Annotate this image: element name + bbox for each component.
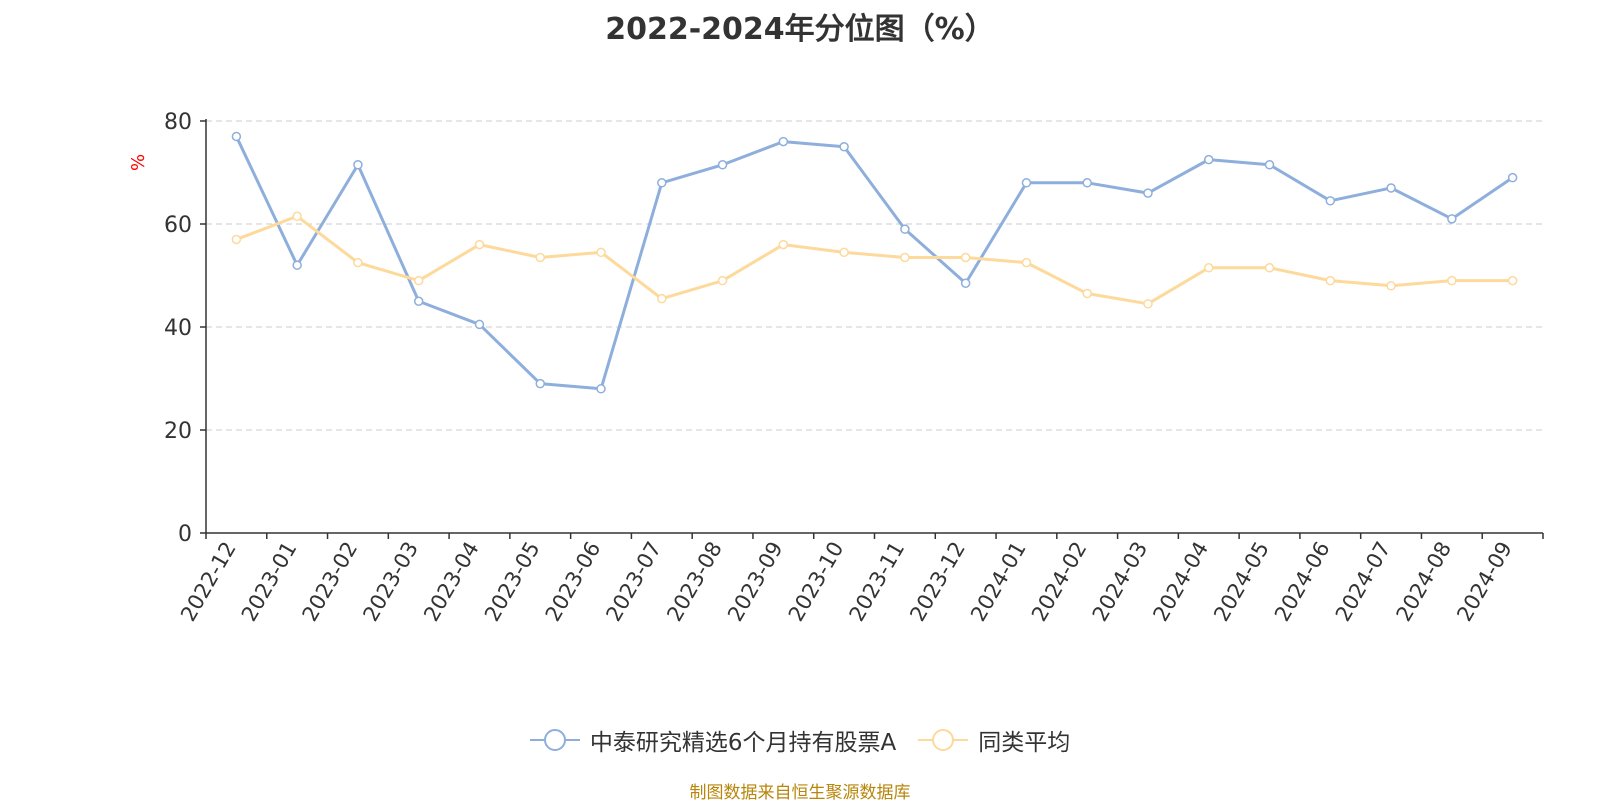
line-chart: 0204060802022-122023-012023-022023-03202… <box>164 110 1544 626</box>
x-tick-label: 2023-01 <box>237 538 302 626</box>
x-tick-label: 2024-08 <box>1392 538 1457 626</box>
series-0-point <box>717 160 728 170</box>
series-0-point <box>474 319 485 330</box>
x-tick-label: 2024-06 <box>1270 538 1335 626</box>
series-1-point <box>474 239 485 250</box>
series-1-point <box>717 275 728 286</box>
series-1-point <box>900 252 910 263</box>
y-tick-label: 80 <box>164 110 192 135</box>
x-tick-label: 2023-04 <box>419 538 484 626</box>
series-1-point <box>657 293 667 304</box>
series-0-point <box>596 384 606 394</box>
series-1-point <box>353 257 363 268</box>
series-1-point <box>1082 288 1092 299</box>
x-tick-label: 2024-05 <box>1209 538 1274 626</box>
series-0-point <box>1507 172 1518 183</box>
x-tick-label: 2023-08 <box>662 538 727 626</box>
y-tick-label: 20 <box>164 419 192 444</box>
x-tick-label: 2023-05 <box>480 538 545 626</box>
series-1-point <box>1204 263 1214 273</box>
series-0-point <box>1447 214 1457 224</box>
x-tick-label: 2022-12 <box>176 538 241 626</box>
series-1-point <box>1021 257 1032 268</box>
series-0-point <box>960 278 971 288</box>
legend-item-series-1[interactable]: 同类平均 <box>918 723 1070 757</box>
series-0-point <box>1204 154 1214 165</box>
x-tick-label: 2024-04 <box>1148 538 1213 626</box>
x-tick-label: 2024-03 <box>1088 538 1153 626</box>
series-1-point <box>596 247 606 258</box>
series-1-point <box>1447 275 1457 286</box>
series-1-point <box>960 252 971 263</box>
x-tick-label: 2023-06 <box>541 538 606 626</box>
legend-symbol-series-0 <box>529 729 580 751</box>
series-0-point <box>1021 178 1032 188</box>
legend-symbol-series-1 <box>918 729 969 751</box>
series-0-point <box>1143 188 1153 198</box>
x-tick-label: 2023-03 <box>358 538 423 626</box>
series-1-point <box>535 252 545 263</box>
chart-title: 2022-2024年分位图（%） <box>605 12 995 47</box>
x-tick-label: 2023-12 <box>905 538 970 626</box>
series-0-point <box>1325 196 1336 206</box>
x-tick-label: 2023-07 <box>601 538 666 626</box>
series-1-point <box>1386 281 1396 291</box>
y-tick-label: 0 <box>178 522 192 547</box>
series-0-point <box>657 178 667 188</box>
series-0-point <box>353 160 363 170</box>
series-1-point <box>839 247 849 258</box>
series-line-1 <box>235 214 1513 306</box>
series-1-point <box>1507 275 1518 286</box>
series-1-point <box>1143 299 1153 309</box>
y-tick-label: 60 <box>164 213 192 238</box>
series-0-point <box>292 260 302 270</box>
legend-item-series-0[interactable]: 中泰研究精选6个月持有股票A <box>529 723 897 757</box>
series-1-point <box>413 275 424 286</box>
series-0-point <box>839 142 849 152</box>
x-tick-label: 2023-11 <box>845 538 910 626</box>
legend-label-series-0: 中泰研究精选6个月持有股票A <box>589 730 897 756</box>
series-0-point <box>413 296 424 306</box>
series-0-point <box>1264 160 1275 170</box>
x-tick-label: 2024-02 <box>1027 538 1092 626</box>
series-0-point <box>535 378 545 389</box>
x-tick-label: 2023-09 <box>723 538 788 626</box>
x-tick-label: 2024-07 <box>1331 538 1396 626</box>
series-line-0 <box>235 135 1514 391</box>
series-0-point <box>778 136 789 147</box>
series-1-point <box>778 239 789 250</box>
series-1-point <box>1264 263 1275 273</box>
y-tick-label: 40 <box>164 316 192 341</box>
series-1-point <box>231 234 242 245</box>
series-1-point <box>1325 275 1336 286</box>
x-tick-label: 2023-02 <box>298 538 363 626</box>
series-0-point <box>900 224 910 234</box>
source-note: 制图数据来自恒生聚源数据库 <box>689 783 911 803</box>
series-0-point <box>231 131 242 142</box>
series-0-point <box>1082 178 1092 188</box>
legend-label-series-1: 同类平均 <box>978 730 1071 756</box>
x-tick-label: 2024-01 <box>966 538 1031 626</box>
x-tick-label: 2023-10 <box>784 538 849 626</box>
legend: 中泰研究精选6个月持有股票A 同类平均 <box>0 720 1600 760</box>
x-tick-label: 2024-09 <box>1452 538 1517 626</box>
series-0-point <box>1386 183 1396 193</box>
series-1-point <box>292 211 302 222</box>
